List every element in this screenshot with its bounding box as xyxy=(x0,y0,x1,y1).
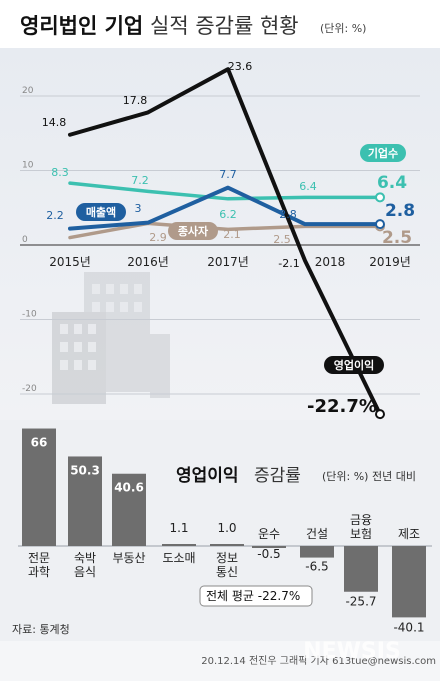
bar-category-label: 숙박 xyxy=(74,551,96,565)
data-label-기업수: 6.4 xyxy=(377,173,407,193)
x-tick-label: 2019년 xyxy=(369,255,411,269)
data-label-영업이익: -2.1 xyxy=(278,257,299,270)
legend-label-영업이익: 영업이익 xyxy=(334,358,374,372)
data-label-매출액: 2.8 xyxy=(385,201,415,221)
bar-category-label: 음식 xyxy=(74,565,96,579)
bar-category-label: 도소매 xyxy=(162,551,195,565)
data-label-매출액: 3 xyxy=(135,202,142,215)
bar-7 xyxy=(344,546,378,592)
bar-category-label: 건설 xyxy=(306,527,328,541)
x-tick-label: 2015년 xyxy=(49,255,91,269)
data-label-매출액: 2.2 xyxy=(46,209,64,222)
bar-category-label: 금융 xyxy=(350,513,372,527)
data-label-기업수: 8.3 xyxy=(51,166,69,179)
grid-lines xyxy=(20,95,420,395)
average-pill xyxy=(199,585,313,607)
title-bold: 영리법인 기업 xyxy=(20,14,143,38)
legend-label-종사자: 종사자 xyxy=(178,224,209,238)
data-label-영업이익: 14.8 xyxy=(42,116,67,129)
bar-category-label: 부동산 xyxy=(112,551,145,565)
data-label-영업이익: 23.6 xyxy=(228,60,253,73)
bar-value-label: -0.5 xyxy=(257,547,280,561)
bar-category-label: 보험 xyxy=(350,527,372,541)
bar-0 xyxy=(22,428,56,546)
end-marker-영업이익 xyxy=(375,409,385,420)
data-label-종사자: 2.5 xyxy=(382,228,412,248)
y-tick-label: 20 xyxy=(22,86,34,96)
bar-value-label: -25.7 xyxy=(345,595,376,609)
bar-6 xyxy=(300,546,334,558)
data-labels: 14.8 17.8 23.6 -2.1 -22.7% 8.3 7.2 6.2 6.4 6.4 2.2… xyxy=(42,60,415,417)
data-label-매출액: 2.8 xyxy=(279,208,297,221)
data-label-종사자: 2.5 xyxy=(273,233,291,246)
bar-1 xyxy=(68,456,102,546)
legend-label-매출액: 매출액 xyxy=(86,205,116,219)
data-label-영업이익: 17.8 xyxy=(123,94,148,107)
data-label-매출액: 7.7 xyxy=(219,168,237,181)
bar-3 xyxy=(162,544,196,546)
footer-background xyxy=(0,641,440,681)
series-line-매출액 xyxy=(68,185,382,231)
y-tick-label: -20 xyxy=(22,384,37,394)
bar-category-label: 통신 xyxy=(216,565,238,579)
x-tick-label: 2017년 xyxy=(207,255,249,269)
legend-pill-영업이익 xyxy=(324,356,384,374)
bar-category-label: 과학 xyxy=(28,565,50,579)
bar-category-label: 전문 xyxy=(28,551,50,565)
bar-value-label: -6.5 xyxy=(305,560,328,574)
end-marker-기업수 xyxy=(375,192,385,203)
x-tick-label: 2016년 xyxy=(127,255,169,269)
bar-4 xyxy=(210,544,244,546)
bar-value-label: 50.3 xyxy=(70,463,100,477)
title-light: 실적 증감률 현황 xyxy=(150,14,299,38)
credit-label: 20.12.14 전진우 그래픽 기자 613tue@newsis.com xyxy=(201,655,436,667)
bar-value-label: 1.1 xyxy=(169,521,188,535)
bar-2 xyxy=(112,473,146,546)
bar-subtitle: 증감률 xyxy=(254,466,301,486)
bar-value-label: 1.0 xyxy=(217,521,236,535)
bar-8 xyxy=(392,546,426,618)
bar-category-label: 정보 xyxy=(216,551,238,565)
data-label-종사자: 2.1 xyxy=(223,228,241,241)
bar-value-label: 40.6 xyxy=(114,481,144,495)
y-tick-label: 0 xyxy=(22,235,28,245)
data-label-기업수: 6.4 xyxy=(299,180,317,193)
bar-5 xyxy=(252,546,286,548)
y-tick-label: 10 xyxy=(22,161,34,171)
bar-unit-note: (단위: %) 전년 대비 xyxy=(322,470,416,483)
y-axis-ticks: 20 10 0 -10 -20 xyxy=(22,86,37,394)
source-label: 자료: 통계청 xyxy=(12,623,70,636)
bar-value-label: -40.1 xyxy=(393,620,424,634)
data-label-종사자: 2.9 xyxy=(149,231,167,244)
bar-value-label: 66 xyxy=(31,436,48,450)
watermark: NEWSIS xyxy=(303,639,401,664)
end-marker-매출액 xyxy=(375,219,385,230)
data-label-영업이익: -22.7% xyxy=(307,396,377,417)
legend-pill-매출액 xyxy=(76,203,126,221)
series-line-영업이익 xyxy=(68,67,382,417)
legend-label-기업수: 기업수 xyxy=(368,146,398,160)
data-label-기업수: 6.2 xyxy=(219,208,237,221)
series-line-기업수 xyxy=(68,181,382,201)
legend-pill-기업수 xyxy=(360,144,406,162)
data-label-기업수: 7.2 xyxy=(131,174,149,187)
buildings-illustration xyxy=(52,272,170,404)
y-tick-label: -10 xyxy=(22,310,37,320)
series-line-종사자 xyxy=(68,221,382,240)
bar-category-label: 제조 xyxy=(398,527,420,541)
bar-title: 영업이익 xyxy=(176,466,239,486)
average-label: 전체 평균 -22.7% xyxy=(206,589,300,603)
legend-pill-종사자 xyxy=(168,222,218,240)
x-axis-labels: 2015년 2016년 2017년 2018 2019년 xyxy=(49,255,411,269)
bar-category-label: 운수 xyxy=(258,527,280,541)
x-tick-label: 2018 xyxy=(315,255,346,269)
title-unit: (단위: %) xyxy=(320,22,366,35)
